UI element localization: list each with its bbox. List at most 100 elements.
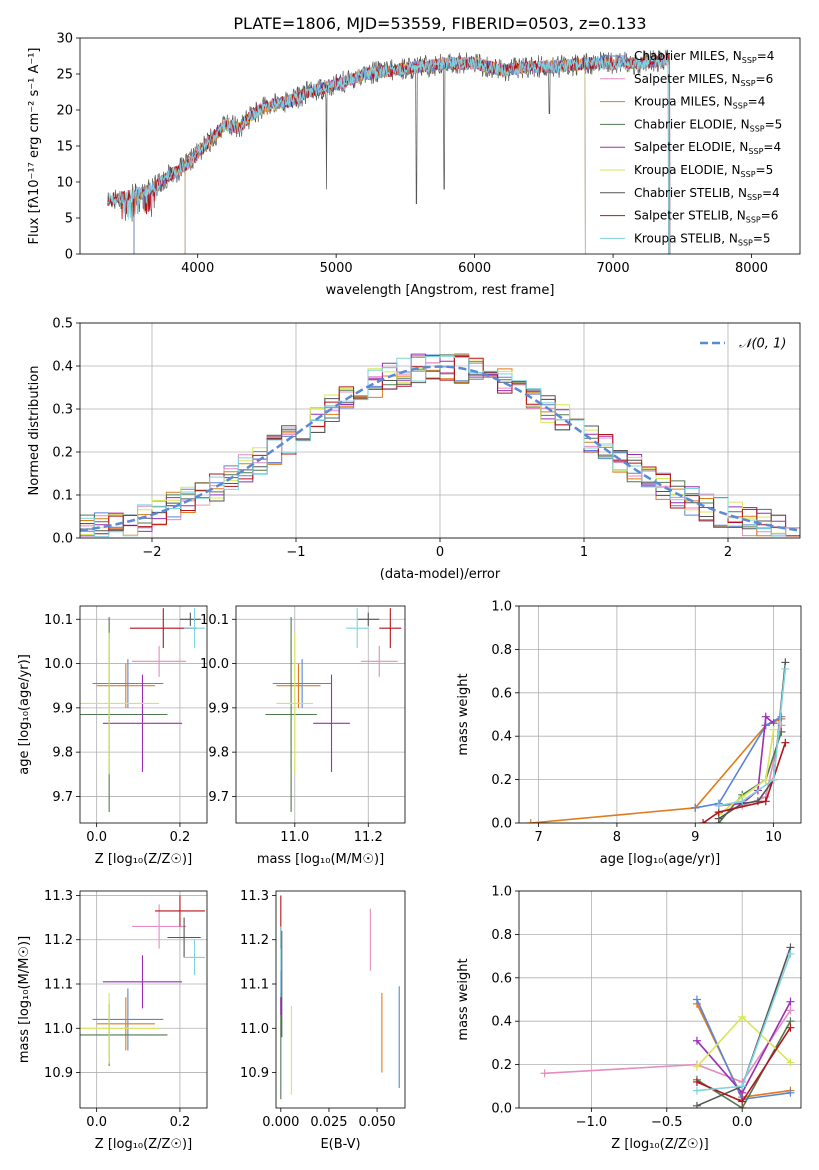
- y-tick-label: 0.4: [491, 1015, 512, 1030]
- y-axis-label: Normed distribution: [27, 366, 42, 496]
- y-tick-label: 11.2: [240, 933, 269, 948]
- weight-marker: [692, 1077, 701, 1086]
- errorbar-point-kroupa-miles: [96, 997, 155, 1051]
- spectrum-line-kroupa-miles: [133, 54, 671, 254]
- x-tick-label: 0.2: [170, 1115, 191, 1130]
- x-tick-label: 6000: [458, 261, 491, 276]
- y-tick-label: 11.1: [44, 978, 73, 993]
- errorbar-point-salpeter-miles: [132, 904, 187, 949]
- y-axis-label: mass weight: [456, 958, 471, 1040]
- legend-label: Salpeter STELIB, NSSP=6: [634, 209, 778, 225]
- x-tick-label: 11.2: [354, 830, 383, 845]
- spectrum-line-chabrier-elodie: [184, 56, 586, 254]
- figure-title: PLATE=1806, MJD=53559, FIBERID=0503, z=0…: [233, 14, 646, 33]
- axes-frame: [235, 605, 406, 824]
- age_vs_mass-panel: 11.0 11.2 9.7 9.8 9.9 10.0 10.1 mass [log₁₀(M/M…: [200, 605, 406, 867]
- histogram-chabrier-miles: [80, 354, 800, 537]
- y-tick-label: 0.2: [52, 446, 73, 461]
- x-axis-label: Z [log₁₀(Z/Z☉)]: [95, 852, 192, 867]
- mass_weight_vs_age-panel: 7 8 9 10 0.0 0.2 0.4 0.6 0.8 1.0 age [log₁₀(age/yr…: [456, 600, 802, 867]
- errorbar-point-kroupa-elodie: [80, 992, 160, 1064]
- axes-frame: [79, 890, 208, 1109]
- y-tick-label: 0.3: [52, 403, 73, 418]
- x-tick-label: 0: [436, 545, 444, 560]
- x-tick-label: −0.5: [651, 1115, 683, 1130]
- y-tick-label: 9.7: [52, 790, 73, 805]
- weight-line-salpeter-stelib: [702, 742, 787, 823]
- weight-marker: [781, 664, 790, 673]
- spectrum-panel: 4000 5000 6000 7000 8000 0 5 10 15 20 25 30 waveleng…: [27, 32, 801, 298]
- errorbar-point-chabrier-elodie: [265, 617, 317, 812]
- y-tick-label: 9.9: [208, 701, 229, 716]
- x-tick-label: 1: [580, 545, 588, 560]
- age_vs_mass-axes: 11.0 11.2 9.7 9.8 9.9 10.0 10.1 mass [log₁₀(M/M…: [200, 605, 406, 867]
- y-tick-label: 0.0: [491, 817, 512, 832]
- spectrum-line-chabrier-miles: [133, 53, 671, 254]
- mass_weight_vs_Z-axes: −1.0 −0.5 0.0 0.0 0.2 0.4 0.6 0.8 1.0 Z [log₁₀(Z/…: [456, 885, 802, 1152]
- x-tick-label: 0.000: [262, 1115, 299, 1130]
- y-tick-label: 0.8: [491, 643, 512, 658]
- mass_weight_vs_Z-plot-area: [540, 943, 795, 1108]
- legend-label: Kroupa STELIB, NSSP=5: [634, 231, 771, 247]
- y-tick-label: 10.9: [44, 1066, 73, 1081]
- mass_weight_vs_Z-panel: −1.0 −0.5 0.0 0.0 0.2 0.4 0.6 0.8 1.0 Z [log₁₀(Z/…: [456, 885, 802, 1152]
- weight-marker: [738, 1097, 747, 1106]
- legend-label: Chabrier STELIB, NSSP=4: [634, 186, 780, 202]
- weight-marker: [777, 712, 786, 721]
- x-tick-label: 0.0: [86, 1115, 107, 1130]
- weight-marker: [761, 775, 770, 784]
- y-tick-label: 0.5: [52, 317, 73, 332]
- x-axis-label: mass [log₁₀(M/M☉)]: [257, 852, 384, 867]
- y-tick-label: 0.2: [491, 1058, 512, 1073]
- x-tick-label: 0.2: [170, 830, 191, 845]
- weight-marker: [714, 801, 723, 810]
- x-tick-label: 0.025: [310, 1115, 347, 1130]
- y-tick-label: 11.3: [44, 889, 73, 904]
- x-axis-label: Z [log₁₀(Z/Z☉)]: [611, 1137, 708, 1152]
- y-tick-label: 10: [56, 176, 73, 191]
- weight-marker: [761, 797, 770, 806]
- histogram-salpeter-stelib: [80, 356, 800, 538]
- errorbar-point-chabrier-miles: [92, 988, 164, 1051]
- x-tick-label: 9: [691, 830, 699, 845]
- y-axis-label: mass weight: [456, 673, 471, 755]
- y-axis-label: mass [log₁₀(M/M☉)]: [17, 936, 32, 1063]
- legend-label: Salpeter ELODIE, NSSP=4: [634, 140, 781, 156]
- legend-label: Chabrier ELODIE, NSSP=5: [634, 117, 782, 133]
- mass_vs_ebv-panel: 0.000 0.025 0.050 10.9 11.0 11.1 11.2 11.3 E(B-V…: [240, 889, 406, 1152]
- axes-frame: [79, 605, 208, 824]
- x-tick-label: 4000: [181, 261, 214, 276]
- residuals-axes: −2 −1 0 1 2 0.0 0.1 0.2 0.3 0.4 0.5 (data-model)/er…: [27, 317, 801, 582]
- residuals-panel: −2 −1 0 1 2 0.0 0.1 0.2 0.3 0.4 0.5 (data-model)/er…: [27, 317, 801, 582]
- y-tick-label: 11.0: [44, 1022, 73, 1037]
- x-tick-label: 0.0: [732, 1115, 753, 1130]
- weight-marker: [738, 1082, 747, 1091]
- x-axis-label: age [log₁₀(age/yr)]: [600, 852, 721, 867]
- x-tick-label: 0.050: [358, 1115, 395, 1130]
- histogram-kroupa-miles: [80, 355, 800, 538]
- x-tick-label: 10: [765, 830, 782, 845]
- errorbar-point-kroupa-miles: [96, 663, 155, 708]
- weight-marker: [699, 819, 708, 823]
- x-axis-label: (data-model)/error: [380, 567, 501, 582]
- y-tick-label: 10.1: [44, 613, 73, 628]
- x-tick-label: 7: [534, 830, 542, 845]
- mass_vs_Z-plot-area: [80, 895, 205, 1066]
- spectrum-plot-area: [107, 49, 671, 254]
- spectrum-legend: Chabrier MILES, NSSP=4 Salpeter MILES, NS…: [600, 49, 782, 247]
- mass_weight_vs_age-plot-area: [526, 658, 790, 823]
- x-tick-label: 0.0: [86, 830, 107, 845]
- errorbar-point-salpeter-elodie: [102, 674, 183, 773]
- y-tick-label: 11.3: [240, 889, 269, 904]
- errorbar-point-kroupa-stelib: [184, 939, 205, 976]
- errorbar-point-salpeter-elodie: [102, 955, 183, 1009]
- errorbar-point-chabrier-stelib: [167, 917, 201, 958]
- y-tick-label: 25: [56, 68, 73, 83]
- legend-label: Kroupa MILES, NSSP=4: [634, 95, 765, 111]
- weight-marker: [692, 1101, 701, 1108]
- legend-label: 𝒩(0, 1): [739, 337, 786, 352]
- age_vs_mass-plot-area: [265, 608, 402, 812]
- mass_weight_vs_age-axes: 7 8 9 10 0.0 0.2 0.4 0.6 0.8 1.0 age [log₁₀(age/yr…: [456, 600, 802, 867]
- weight-marker: [781, 738, 790, 747]
